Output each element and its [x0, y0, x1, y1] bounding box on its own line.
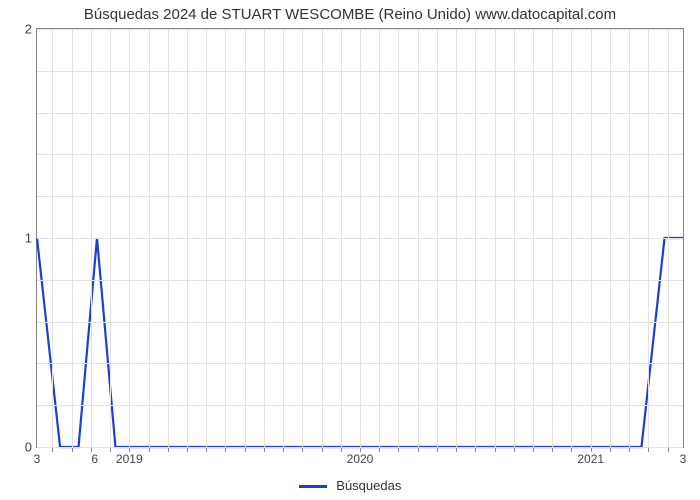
- gridline-v: [379, 29, 380, 447]
- legend: Búsquedas: [0, 478, 700, 493]
- gridline-v: [91, 29, 92, 447]
- legend-label: Búsquedas: [336, 478, 401, 493]
- x-minor-tick: [225, 448, 226, 452]
- x-tick-label-small: 3: [680, 452, 687, 466]
- x-tick-label: 2021: [577, 452, 604, 466]
- x-minor-tick: [149, 448, 150, 452]
- x-tick-label-small: 3: [34, 452, 41, 466]
- x-minor-tick: [552, 448, 553, 452]
- x-minor-tick: [668, 448, 669, 452]
- gridline-v: [533, 29, 534, 447]
- gridline-v: [360, 29, 361, 447]
- gridline-v: [571, 29, 572, 447]
- x-minor-tick: [571, 448, 572, 452]
- gridline-v: [187, 29, 188, 447]
- gridline-v: [591, 29, 592, 447]
- x-minor-tick: [72, 448, 73, 452]
- x-minor-tick: [341, 448, 342, 452]
- gridline-v: [475, 29, 476, 447]
- gridline-v: [629, 29, 630, 447]
- x-minor-tick: [379, 448, 380, 452]
- gridline-v: [418, 29, 419, 447]
- x-tick-label: 2019: [116, 452, 143, 466]
- gridline-v: [245, 29, 246, 447]
- x-minor-tick: [495, 448, 496, 452]
- x-minor-tick: [437, 448, 438, 452]
- gridline-v: [322, 29, 323, 447]
- y-tick-label: 1: [4, 231, 32, 246]
- gridline-v: [514, 29, 515, 447]
- x-minor-tick: [168, 448, 169, 452]
- x-minor-tick: [302, 448, 303, 452]
- gridline-v: [283, 29, 284, 447]
- gridline-v: [456, 29, 457, 447]
- y-tick-label: 2: [4, 22, 32, 37]
- x-minor-tick: [629, 448, 630, 452]
- gridline-v: [264, 29, 265, 447]
- x-minor-tick: [245, 448, 246, 452]
- line-chart: Búsquedas 2024 de STUART WESCOMBE (Reino…: [0, 0, 700, 500]
- gridline-v: [110, 29, 111, 447]
- x-minor-tick: [110, 448, 111, 452]
- gridline-v: [398, 29, 399, 447]
- gridline-v: [341, 29, 342, 447]
- gridline-v: [168, 29, 169, 447]
- x-minor-tick: [187, 448, 188, 452]
- gridline-v: [72, 29, 73, 447]
- gridline-v: [552, 29, 553, 447]
- x-minor-tick: [283, 448, 284, 452]
- y-tick-label: 0: [4, 440, 32, 455]
- x-minor-tick: [398, 448, 399, 452]
- x-minor-tick: [206, 448, 207, 452]
- plot-area: [36, 28, 684, 448]
- x-minor-tick: [264, 448, 265, 452]
- chart-title: Búsquedas 2024 de STUART WESCOMBE (Reino…: [0, 6, 700, 23]
- gridline-v: [495, 29, 496, 447]
- x-minor-tick: [52, 448, 53, 452]
- x-minor-tick: [322, 448, 323, 452]
- gridline-v: [437, 29, 438, 447]
- x-minor-tick: [514, 448, 515, 452]
- x-minor-tick: [610, 448, 611, 452]
- gridline-v: [225, 29, 226, 447]
- x-tick-label-small: 6: [91, 452, 98, 466]
- gridline-v: [648, 29, 649, 447]
- x-minor-tick: [418, 448, 419, 452]
- x-minor-tick: [648, 448, 649, 452]
- x-minor-tick: [475, 448, 476, 452]
- x-minor-tick: [456, 448, 457, 452]
- gridline-v: [149, 29, 150, 447]
- x-minor-tick: [533, 448, 534, 452]
- gridline-v: [302, 29, 303, 447]
- gridline-v: [206, 29, 207, 447]
- gridline-v: [610, 29, 611, 447]
- gridline-v: [668, 29, 669, 447]
- x-tick-label: 2020: [347, 452, 374, 466]
- legend-swatch: [299, 485, 327, 488]
- gridline-v: [129, 29, 130, 447]
- gridline-v: [52, 29, 53, 447]
